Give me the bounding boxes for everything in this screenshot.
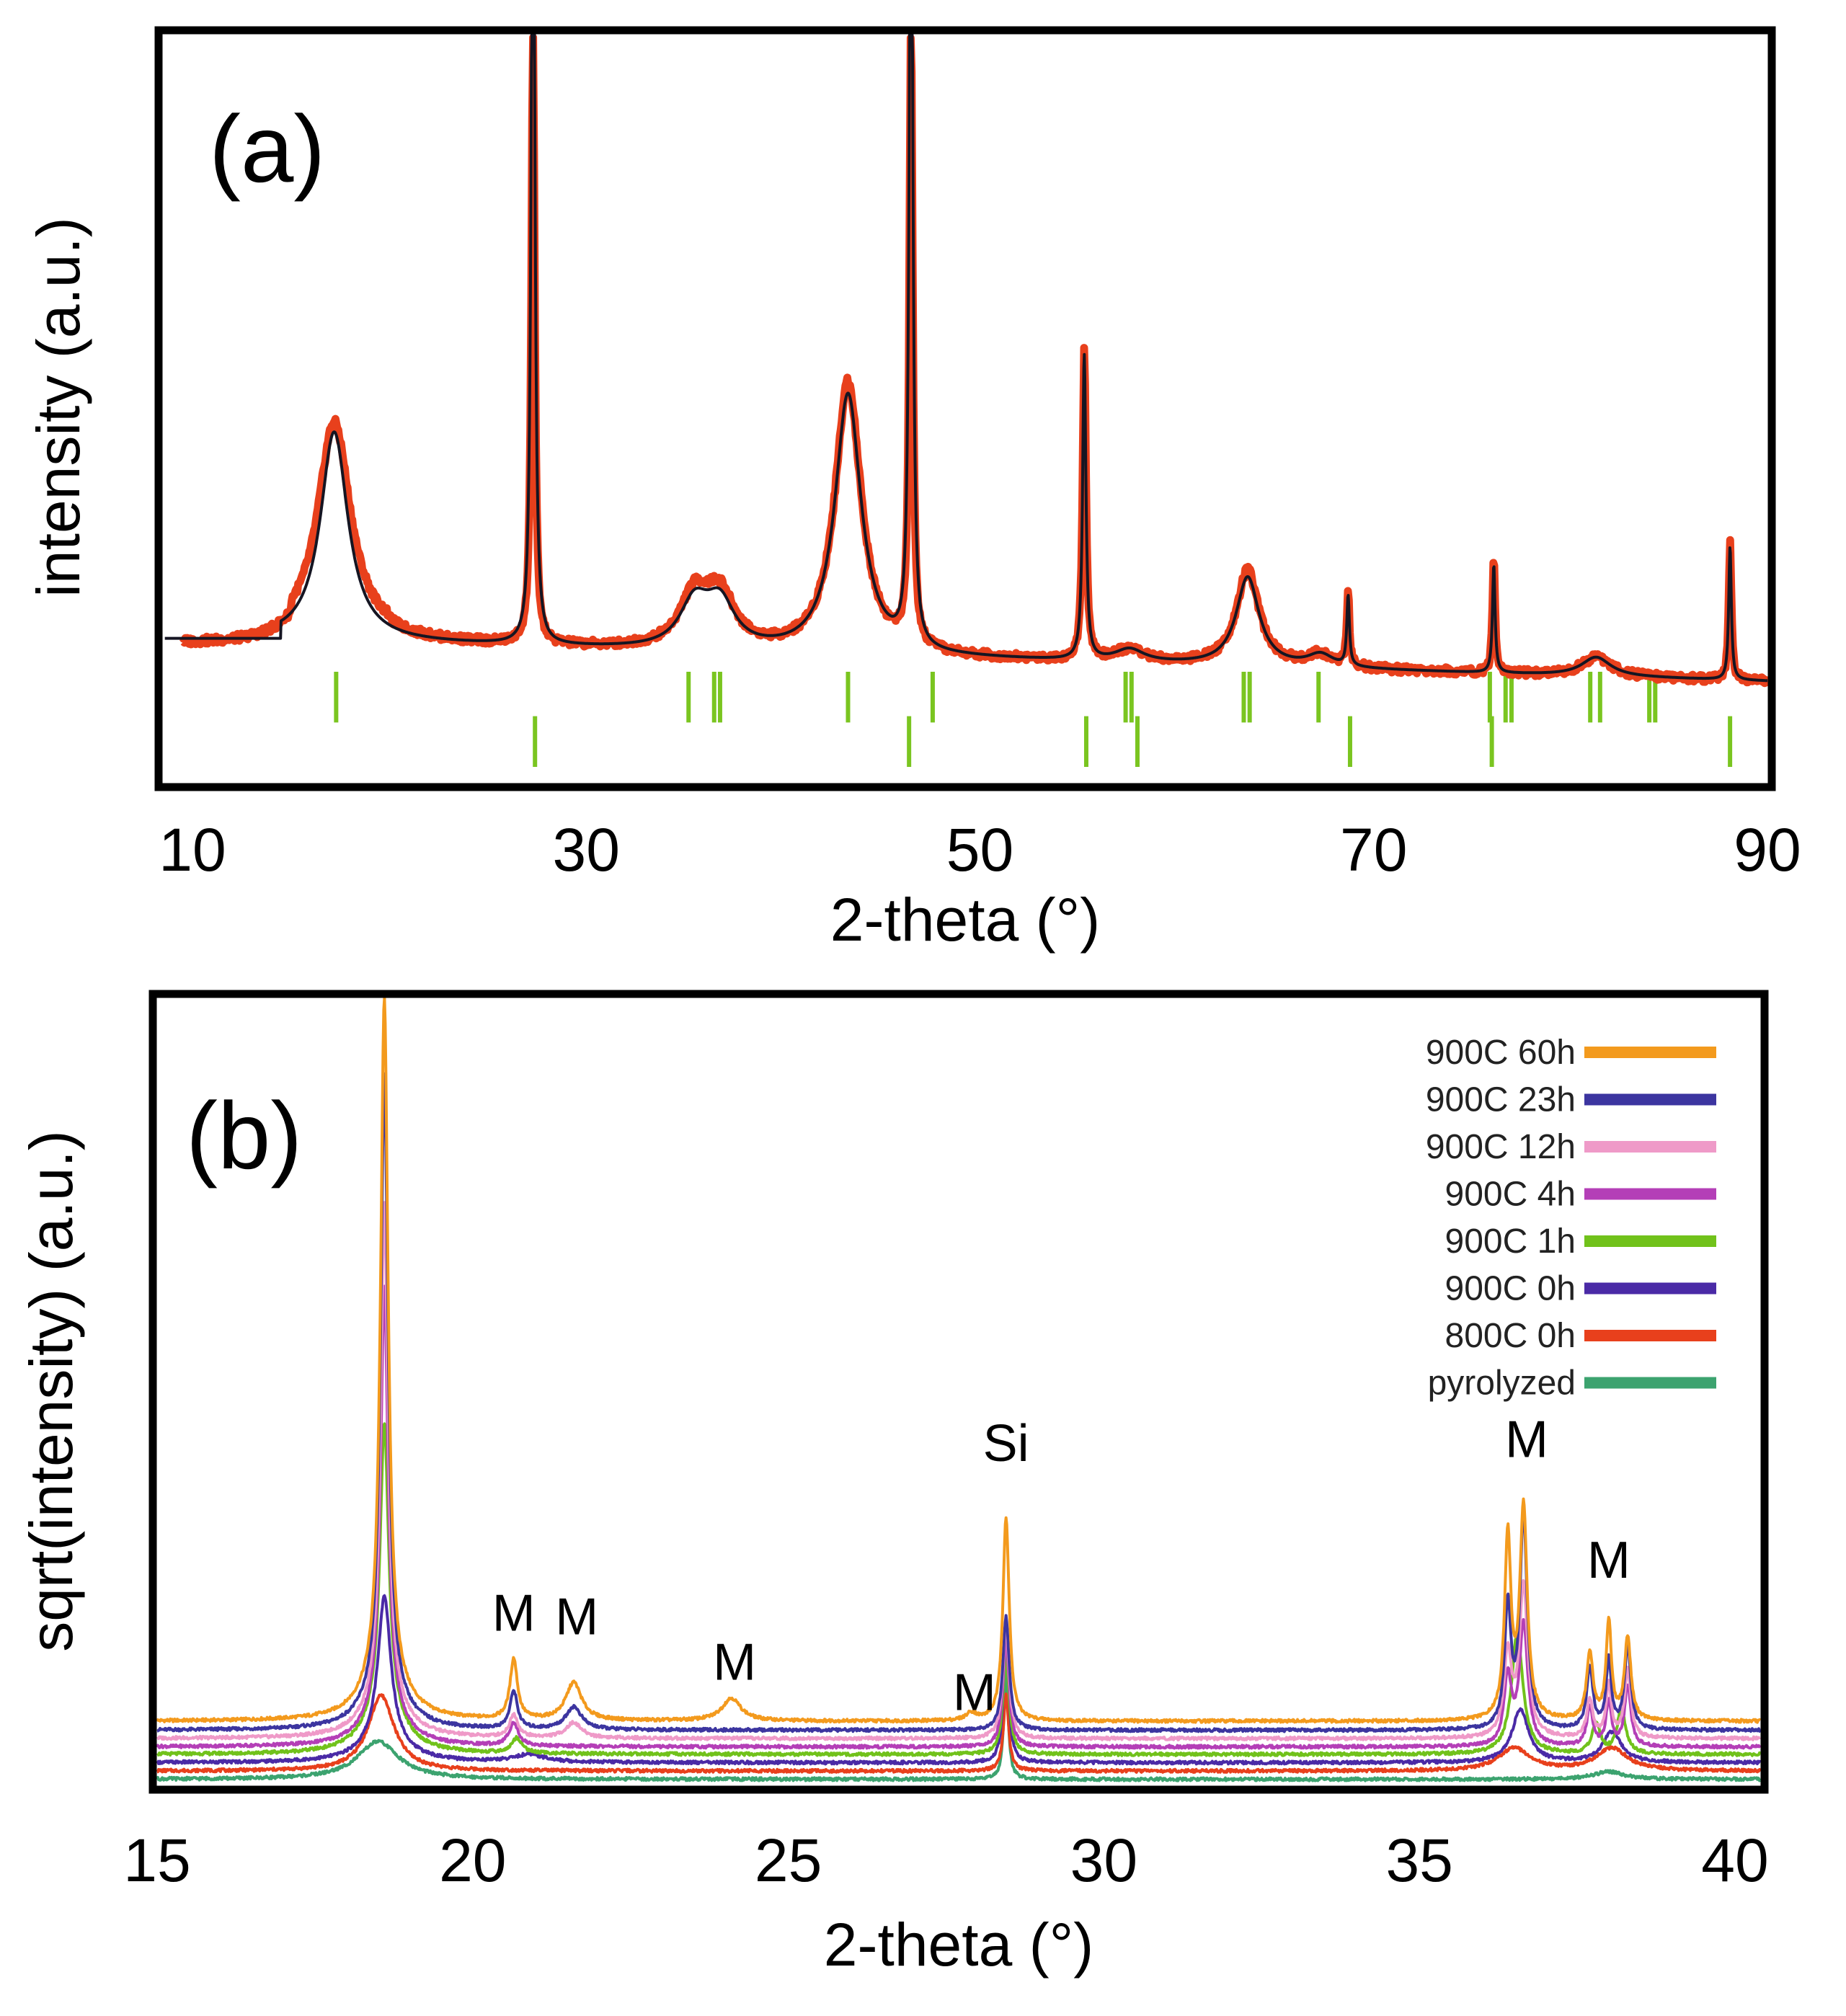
panel-b-x-axis-label: 2-theta (°) — [824, 1911, 1093, 1979]
series-pyrolyzed — [156, 1664, 1761, 1782]
peak-annotation: M — [1587, 1532, 1630, 1589]
panel-a-x-ticks: 10 30 50 70 90 — [159, 816, 1801, 884]
panel-a-x-tick-label: 70 — [1340, 816, 1407, 884]
panel-b-x-ticks: 15 20 25 30 35 40 — [123, 1826, 1768, 1894]
legend-entry-label: 900C 23h — [1426, 1081, 1576, 1119]
panel-a-x-tick-label: 90 — [1734, 816, 1801, 884]
peak-annotation: M — [492, 1584, 536, 1642]
panel-a-x-tick-label: 50 — [946, 816, 1013, 884]
series-trace — [156, 1284, 1762, 1750]
legend-entry-label: 900C 12h — [1426, 1128, 1576, 1166]
series-800c-0h — [156, 1692, 1762, 1774]
panel-a-x-tick-label: 30 — [553, 816, 620, 884]
legend-entry-label: 900C 4h — [1445, 1176, 1576, 1214]
calculated-trace — [164, 29, 1769, 683]
series-900c-12h — [156, 1201, 1761, 1741]
panel-a-frame — [154, 26, 1776, 791]
legend-entry-label: 900C 1h — [1445, 1222, 1576, 1261]
series-900c-1h — [156, 1422, 1762, 1757]
legend-entry-label: 800C 0h — [1445, 1317, 1576, 1355]
series-900c-60h — [156, 996, 1762, 1724]
panel-b-y-axis-label: sqrt(intensity) (a.u.) — [17, 1130, 85, 1652]
series-trace — [156, 1664, 1761, 1782]
series-trace — [156, 1201, 1761, 1741]
legend-entry-label: 900C 0h — [1445, 1270, 1576, 1308]
series-observed — [179, 33, 1771, 688]
series-900c-23h — [156, 1072, 1762, 1733]
peak-annotation: M — [555, 1589, 598, 1646]
panel-a-label: (a) — [209, 96, 325, 202]
panel-b-x-tick-label: 20 — [439, 1826, 506, 1894]
series-900c-4h — [156, 1284, 1762, 1750]
legend-entry-label: 900C 60h — [1426, 1034, 1576, 1072]
peak-annotation: M — [713, 1633, 756, 1691]
panel-b-plot-area — [156, 996, 1762, 1782]
series-trace — [156, 1422, 1762, 1757]
series-calculated — [164, 29, 1769, 683]
panel-b-frame — [148, 990, 1769, 1794]
panel-b-x-tick-label: 40 — [1701, 1826, 1768, 1894]
panel-a: (a) 10 30 50 70 90 2-theta (°) intensity (a.… — [25, 26, 1801, 954]
peak-annotation: Si — [983, 1415, 1029, 1473]
panel-b-x-tick-label: 30 — [1070, 1826, 1137, 1894]
peak-annotation: M — [953, 1664, 996, 1721]
panel-b-x-tick-label: 15 — [123, 1826, 190, 1894]
series-trace — [156, 1594, 1762, 1766]
observed-trace — [179, 33, 1771, 688]
panel-b-x-tick-label: 35 — [1385, 1826, 1452, 1894]
panel-a-y-axis-label: intensity (a.u.) — [25, 217, 92, 598]
panel-b-label: (b) — [186, 1083, 302, 1189]
panel-a-x-tick-label: 10 — [159, 816, 226, 884]
panel-a-plot-area — [164, 29, 1771, 768]
series-900c-0h — [156, 1594, 1762, 1766]
series-trace — [156, 1692, 1762, 1774]
peak-annotation: M — [1505, 1411, 1548, 1469]
legend-entry-label: pyrolyzed — [1428, 1364, 1576, 1403]
panel-b-legend: 900C 60h 900C 23h 900C 12h 900C 4h 900C 1h 90… — [1426, 1034, 1716, 1403]
panel-b-x-tick-label: 25 — [755, 1826, 822, 1894]
series-trace — [156, 1072, 1762, 1733]
series-trace — [156, 996, 1762, 1724]
panel-a-x-axis-label: 2-theta (°) — [830, 886, 1100, 954]
